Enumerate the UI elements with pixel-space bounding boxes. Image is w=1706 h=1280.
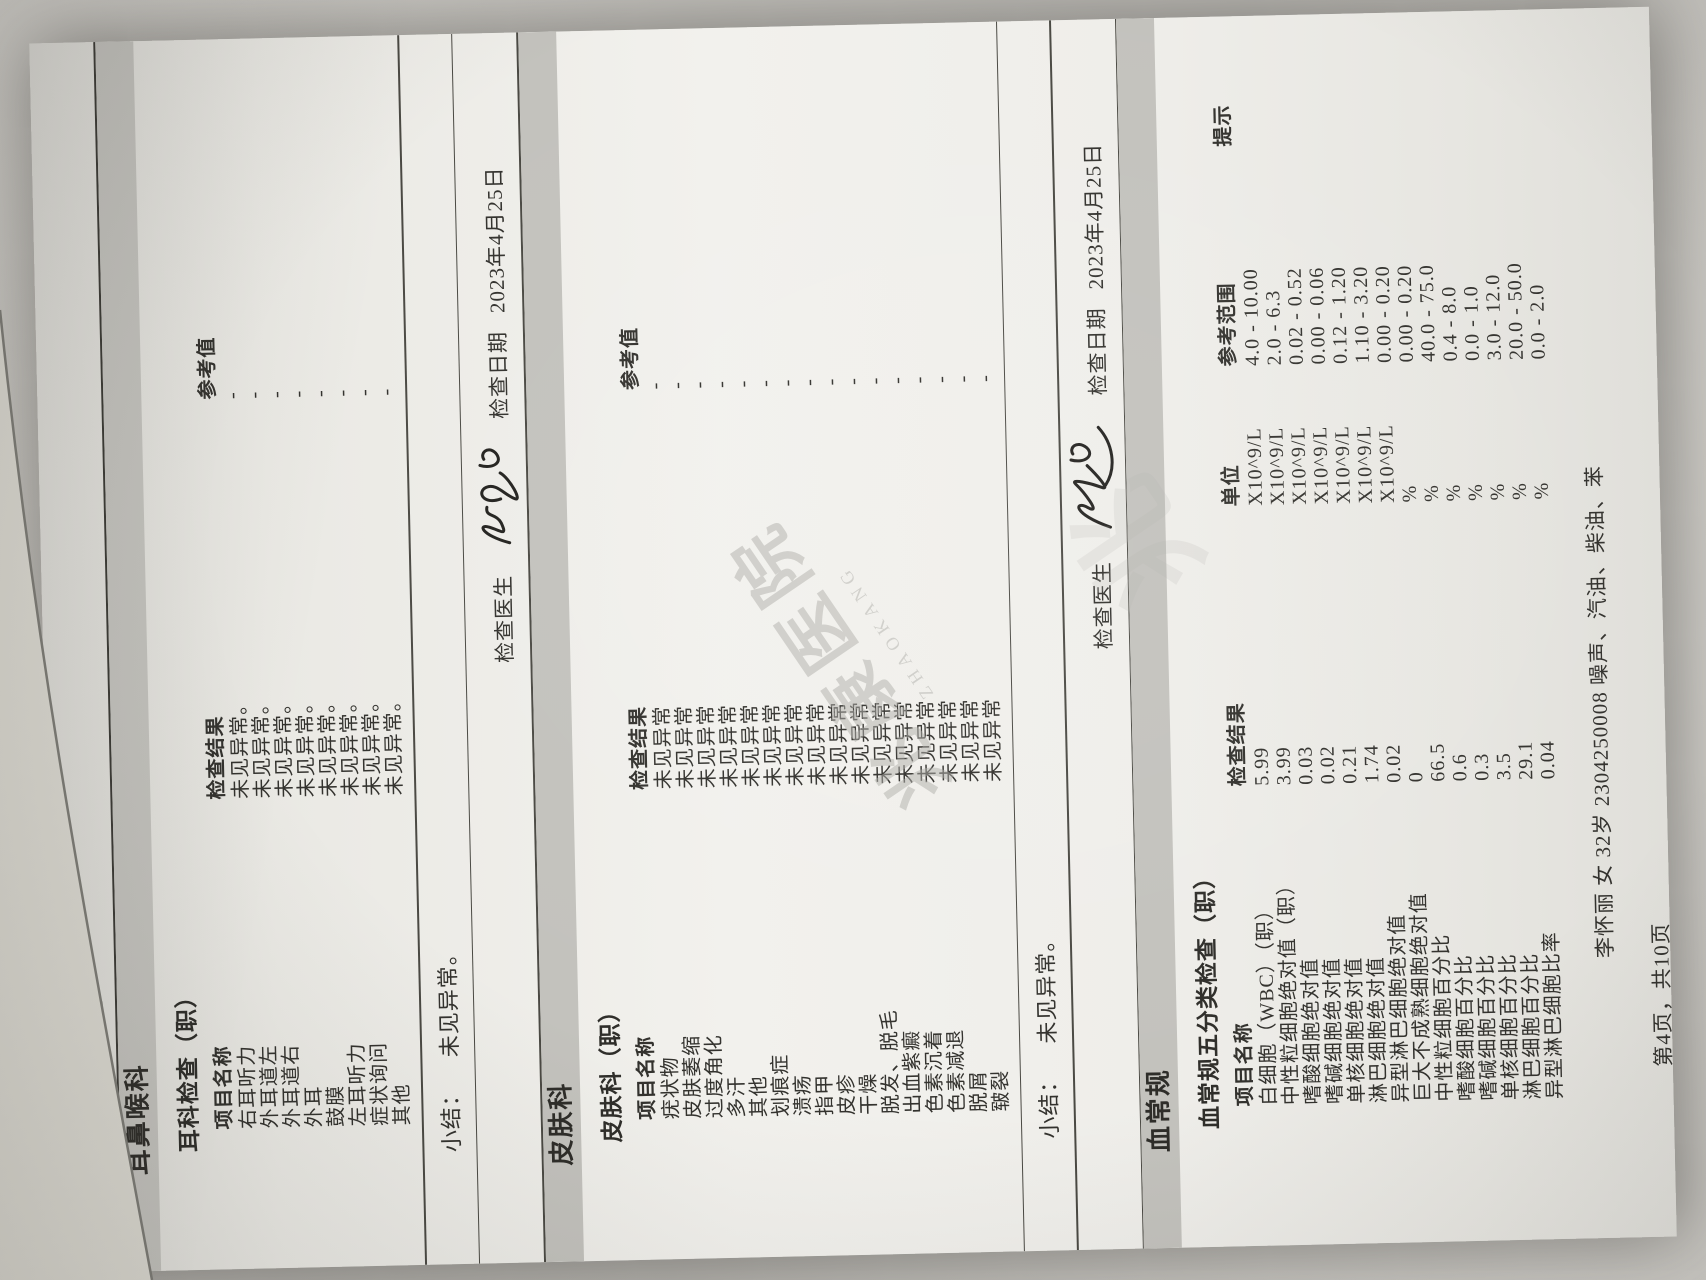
summary-value: 未见异常。 [434, 941, 462, 1058]
unit-cell: X10^9/L [1243, 426, 1268, 507]
range-cell: 0.0 - 2.0 [1526, 283, 1550, 360]
doctor-label: 检查医生 [1089, 561, 1116, 650]
blood-results-table: 项目名称 检查结果 单位 参考范围 提示 白细胞（WBC）（职） 5.99 X1… [1208, 9, 1570, 1246]
document-content: 贵阳兆康医院 耳鼻喉科 耳科检查（职） 项目名称 检查结果 参考值 [29, 7, 1676, 1273]
hint-cell [1410, 12, 1435, 142]
hint-cell [1256, 15, 1281, 145]
ent-table-body: 右耳听力 未见异常。 - 外耳道左 未见异常。 - [213, 35, 417, 1269]
page-number-footer: 第4页，共10页 [1648, 921, 1676, 1067]
unit-cell: % [1508, 481, 1531, 501]
derm-results-table: 项目名称 检查结果 参考值 疣状物 未见异常 - [610, 22, 1016, 1260]
hint-cell [1498, 10, 1523, 140]
hospital-logo-icon [74, 1211, 112, 1251]
section-ent: 耳鼻喉科 耳科检查（职） 项目名称 检查结果 参考值 右耳听力 未 [95, 32, 546, 1272]
summary-value: 未见异常。 [1032, 928, 1061, 1044]
hint-cell [1300, 14, 1325, 144]
doctor-signature [478, 448, 519, 545]
unit-cell: X10^9/L [1287, 425, 1312, 506]
doctor-label: 检查医生 [491, 574, 518, 664]
hint-cell [1344, 13, 1369, 143]
unit-cell: % [1486, 482, 1509, 501]
unit-cell: X10^9/L [1265, 426, 1290, 506]
hint-cell [1432, 11, 1457, 141]
unit-cell: % [1464, 482, 1488, 502]
hospital-name: 贵阳兆康医院 [73, 996, 112, 1195]
hint-cell [1366, 13, 1391, 143]
derm-doctor-row: 检查医生 检查日期 2023年4月25日 [1058, 19, 1132, 1250]
col-header-hint: 提示 [1211, 104, 1235, 147]
summary-label: 小结： [437, 1082, 465, 1153]
hint-cell [1234, 16, 1259, 146]
ent-doctor-row: 检查医生 检查日期 2023年4月25日 [460, 33, 534, 1264]
unit-cell: X10^9/L [1331, 424, 1356, 505]
hint-cell [1278, 15, 1303, 145]
unit-cell: X10^9/L [1353, 424, 1378, 504]
exam-date-value: 2023年4月25日 [482, 166, 510, 314]
hint-cell [1322, 14, 1347, 144]
ent-results-table: 项目名称 检查结果 参考值 右耳听力 未见异常。 - [187, 35, 417, 1269]
patient-info-line: 李怀丽 女 32岁 2304250008 噪声、汽油、柴油、苯 [1582, 464, 1618, 959]
unit-cell: % [1398, 484, 1422, 503]
unit-cell: % [1420, 483, 1444, 503]
col-header-unit: 单位 [1220, 464, 1244, 507]
hint-cell [1476, 10, 1501, 140]
hint-cell [1454, 11, 1479, 141]
unit-cell: % [1442, 483, 1466, 502]
unit-cell: X10^9/L [1309, 425, 1334, 505]
hint-cell [1520, 9, 1545, 139]
section-blood-routine: 血常规 血常规五分类检查（职） 项目名称 检查结果 单位 参考范围 提示 [1115, 7, 1677, 1249]
derm-table-body: 疣状物 未见异常 - 皮肤萎缩 未见异常 - [636, 22, 1016, 1260]
exam-date-value: 2023年4月25日 [1080, 142, 1108, 290]
section-dermatology: 皮肤科 皮肤科（职） 项目名称 检查结果 参考值 疣状物 未见异常 [517, 18, 1144, 1263]
exam-date-label: 检查日期 [1084, 307, 1111, 396]
exam-date-label: 检查日期 [485, 330, 512, 420]
unit-cell: X10^9/L [1375, 423, 1400, 504]
hint-cell [1388, 12, 1413, 142]
unit-cell: % [1530, 481, 1553, 500]
blood-table-body: 白细胞（WBC）（职） 5.99 X10^9/L 4.0 - 10.00 中性粒… [1234, 9, 1570, 1246]
summary-label: 小结： [1035, 1069, 1063, 1139]
document-page: 贵阳兆康医院 耳鼻喉科 耳科检查（职） 项目名称 检查结果 参考值 [29, 6, 1677, 1274]
doctor-signature [1068, 425, 1114, 529]
